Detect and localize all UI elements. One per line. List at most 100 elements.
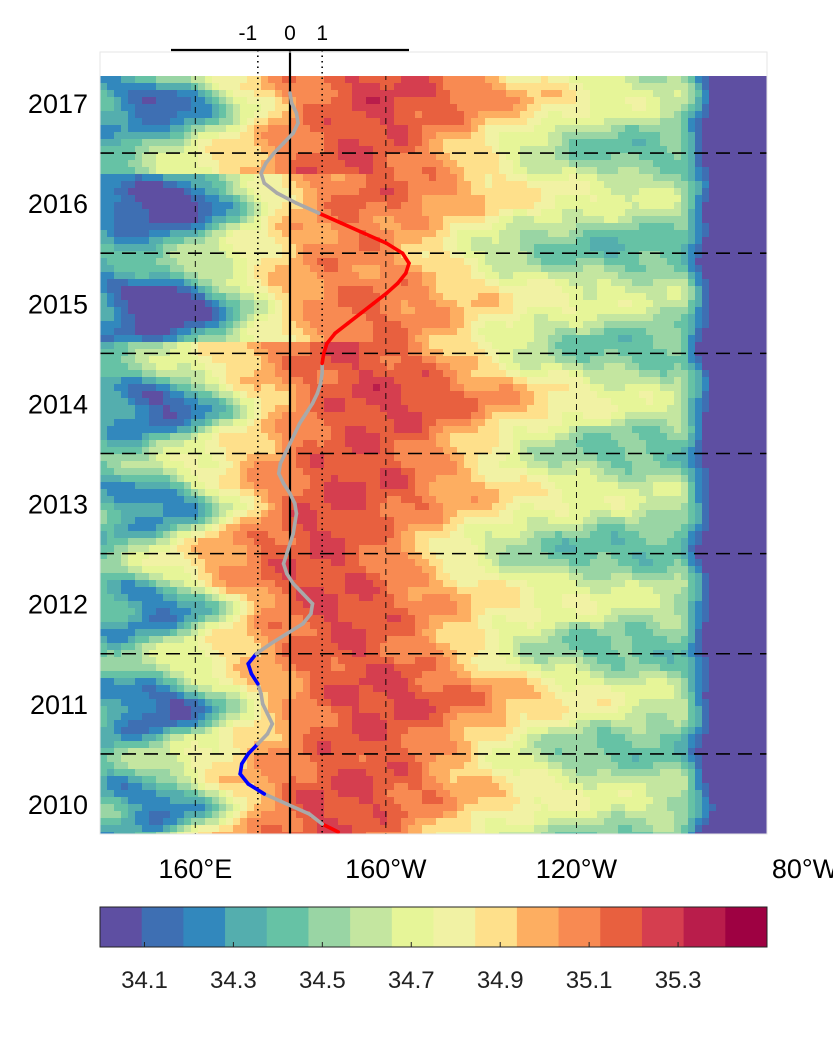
heatmap-cell	[387, 195, 395, 203]
heatmap-cell	[401, 104, 409, 112]
heatmap-cell	[387, 412, 395, 420]
heatmap-cell	[674, 237, 682, 245]
heatmap-cell	[338, 146, 346, 154]
heatmap-cell	[569, 328, 577, 336]
heatmap-cell	[695, 76, 703, 84]
heatmap-cell	[625, 97, 633, 105]
heatmap-cell	[485, 76, 493, 84]
heatmap-cell	[254, 398, 262, 406]
heatmap-cell	[429, 356, 437, 364]
heatmap-cell	[156, 293, 164, 301]
heatmap-cell	[646, 356, 654, 364]
heatmap-cell	[303, 209, 311, 217]
heatmap-cell	[331, 139, 339, 147]
heatmap-cell	[121, 265, 129, 273]
heatmap-cell	[303, 412, 311, 420]
heatmap-cell	[590, 335, 598, 343]
heatmap-cell	[310, 370, 318, 378]
heatmap-cell	[331, 363, 339, 371]
heatmap-cell	[534, 118, 542, 126]
heatmap-cell	[492, 391, 500, 399]
heatmap-cell	[359, 209, 367, 217]
heatmap-cell	[401, 237, 409, 245]
heatmap-cell	[562, 153, 570, 161]
heatmap-cell	[310, 384, 318, 392]
heatmap-cell	[646, 167, 654, 175]
heatmap-cell	[275, 111, 283, 119]
heatmap-cell	[737, 195, 745, 203]
heatmap-cell	[268, 321, 276, 329]
heatmap-cell	[527, 265, 535, 273]
heatmap-cell	[660, 230, 668, 238]
heatmap-cell	[380, 328, 388, 336]
heatmap-cell	[576, 384, 584, 392]
heatmap-cell	[695, 272, 703, 280]
heatmap-cell	[674, 251, 682, 259]
heatmap-cell	[618, 223, 626, 231]
heatmap-cell	[240, 321, 248, 329]
heatmap-cell	[674, 125, 682, 133]
heatmap-cell	[569, 76, 577, 84]
heatmap-cell	[408, 419, 416, 427]
heatmap-cell	[534, 125, 542, 133]
heatmap-cell	[380, 153, 388, 161]
heatmap-cell	[653, 279, 661, 287]
heatmap-cell	[737, 391, 745, 399]
heatmap-cell	[541, 307, 549, 315]
heatmap-cell	[513, 370, 521, 378]
heatmap-cell	[303, 181, 311, 189]
heatmap-cell	[387, 146, 395, 154]
heatmap-cell	[590, 321, 598, 329]
heatmap-cell	[744, 125, 752, 133]
heatmap-cell	[653, 265, 661, 273]
heatmap-cell	[366, 132, 374, 140]
heatmap-cell	[107, 433, 115, 441]
heatmap-cell	[674, 209, 682, 217]
heatmap-cell	[723, 377, 731, 385]
heatmap-cell	[212, 111, 220, 119]
heatmap-cell	[303, 391, 311, 399]
heatmap-cell	[562, 293, 570, 301]
heatmap-cell	[240, 188, 248, 196]
heatmap-cell	[107, 356, 115, 364]
heatmap-cell	[303, 265, 311, 273]
heatmap-cell	[716, 405, 724, 413]
heatmap-cell	[548, 76, 556, 84]
heatmap-cell	[296, 195, 304, 203]
heatmap-cell	[198, 104, 206, 112]
heatmap-cell	[380, 286, 388, 294]
heatmap-cell	[107, 146, 115, 154]
heatmap-cell	[387, 279, 395, 287]
heatmap-cell	[121, 272, 129, 280]
heatmap-cell	[359, 419, 367, 427]
heatmap-cell	[331, 384, 339, 392]
heatmap-cell	[191, 307, 199, 315]
heatmap-cell	[205, 139, 213, 147]
heatmap-cell	[639, 76, 647, 84]
heatmap-cell	[177, 160, 185, 168]
heatmap-cell	[163, 160, 171, 168]
heatmap-cell	[674, 370, 682, 378]
heatmap-cell	[765, 146, 767, 154]
heatmap-cell	[576, 132, 584, 140]
heatmap-cell	[604, 76, 612, 84]
heatmap-cell	[548, 174, 556, 182]
heatmap-cell	[254, 433, 262, 441]
heatmap-cell	[660, 209, 668, 217]
heatmap-cell	[247, 286, 255, 294]
heatmap-cell	[646, 412, 654, 420]
heatmap-cell	[485, 349, 493, 357]
heatmap-cell	[569, 174, 577, 182]
heatmap-cell	[758, 167, 766, 175]
heatmap-cell	[625, 370, 633, 378]
heatmap-cell	[219, 391, 227, 399]
heatmap-cell	[296, 391, 304, 399]
heatmap-cell	[597, 419, 605, 427]
heatmap-cell	[590, 146, 598, 154]
heatmap-cell	[387, 216, 395, 224]
heatmap-cell	[464, 370, 472, 378]
heatmap-cell	[667, 426, 675, 434]
heatmap-cell	[569, 419, 577, 427]
heatmap-cell	[121, 251, 129, 259]
heatmap-cell	[121, 286, 129, 294]
